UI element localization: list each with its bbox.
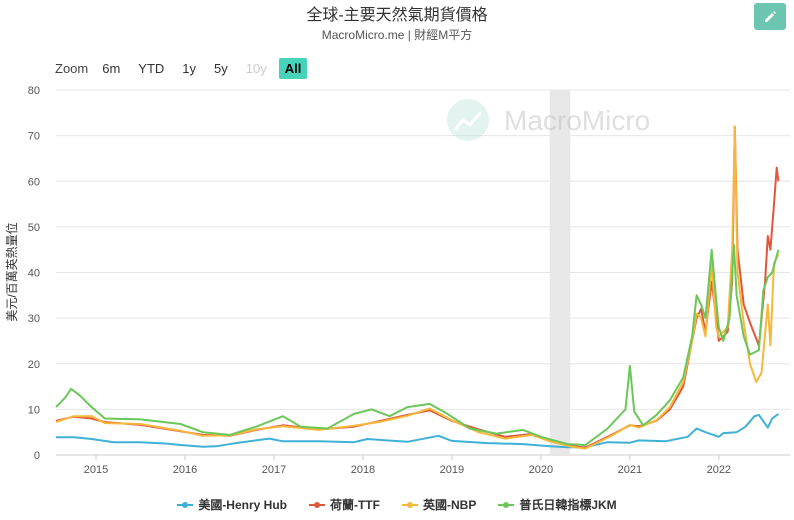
x-tick-label: 2015 [84,464,108,476]
x-tick-label: 2016 [173,464,197,476]
legend-item-henry-hub[interactable]: 美國-Henry Hub [177,496,287,513]
y-tick-label: 0 [34,450,40,462]
legend-item-ttf[interactable]: 荷蘭-TTF [308,496,380,513]
range-button-6m[interactable]: 6m [102,60,121,76]
gridlines [56,89,790,456]
series-lines [55,125,780,450]
legend-label: 美國-Henry Hub [198,498,287,512]
legend-item-nbp[interactable]: 英國-NBP [401,496,477,513]
y-tick-label: 20 [28,359,40,371]
y-axis: 0 10 20 30 40 50 60 70 80 [28,85,40,462]
watermark-text: MacroMicro [504,105,650,136]
legend-swatch [498,501,515,508]
range-button-ytd[interactable]: YTD [138,60,165,76]
legend-label: 英國-NBP [422,498,477,512]
x-tick-label: 2019 [440,464,464,476]
y-axis-label: 美元/百萬英熱量位 [4,222,19,321]
range-button-10y: 10y [245,60,267,76]
range-button-all[interactable]: All [278,57,308,79]
pencil-icon [765,10,776,22]
watermark: MacroMicro [447,99,650,141]
chart-title: 全球-主要天然氣期貨價格 [306,7,488,24]
range-button-5y[interactable]: 5y [214,60,228,76]
x-axis: 2015 2016 2017 2018 2019 2020 2021 2022 [84,455,731,476]
y-tick-label: 10 [28,404,40,416]
x-tick-label: 2022 [707,464,731,476]
series-line-henry_hub[interactable] [56,413,779,449]
recession-bands [549,90,571,455]
legend-item-jkm[interactable]: 普氏日韓指標JKM [498,496,617,513]
y-tick-label: 70 [28,131,40,143]
legend-swatch [177,501,194,508]
legend-label: 荷蘭-TTF [329,498,380,512]
y-tick-label: 40 [28,268,40,280]
legend-swatch [308,501,325,508]
legend: 美國-Henry Hub 荷蘭-TTF 英國-NBP 普氏日韓指標JKM [0,496,794,513]
series-line-jkm[interactable] [55,244,780,446]
edit-button[interactable] [754,3,786,30]
range-selector: Zoom 6m YTD 1y 5y 10y All [50,57,310,79]
recession-band [549,90,571,455]
x-tick-label: 2018 [351,464,375,476]
chart-line-logo-icon [447,99,489,141]
chart-subtitle: MacroMicro.me | 財經M平方 [321,28,473,42]
range-button-1y[interactable]: 1y [182,60,197,76]
y-tick-label: 80 [28,85,40,97]
x-tick-label: 2017 [262,464,286,476]
x-tick-label: 2020 [529,464,553,476]
legend-label: 普氏日韓指標JKM [519,498,617,512]
y-tick-label: 60 [28,176,40,188]
y-tick-label: 50 [28,222,40,234]
series-line-nbp[interactable] [55,125,780,450]
x-tick-label: 2021 [618,464,642,476]
zoom-label: Zoom [55,60,89,76]
legend-swatch [401,501,418,508]
y-tick-label: 30 [28,313,40,325]
